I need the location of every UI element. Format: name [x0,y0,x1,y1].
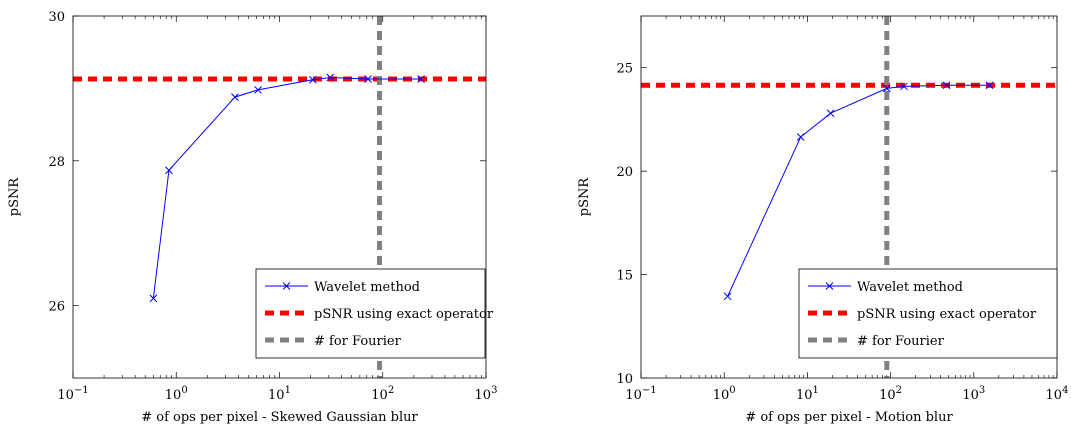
legend-label: pSNR using exact operator [857,307,1037,322]
legend-label: # for Fourier [857,334,945,349]
wavelet-marker-stroke [231,93,239,101]
y-tick-label: 10 [616,372,633,387]
x-tick-label: 100 [713,385,736,403]
wavelet-marker-stroke [417,75,425,83]
wavelet-marker-stroke [364,75,372,83]
x-tick-label: 101 [796,385,819,403]
wavelet-marker-stroke [796,133,805,141]
legend-marker [282,282,291,290]
x-axis-title: # of ops per pixel - Motion blur [745,410,953,425]
chart-panel-1: 10−1 100 101 102 103 26 28 30 # of ops per pixel… [7,10,497,425]
legend-label: # for Fourier [314,334,402,349]
wavelet-point [165,166,173,175]
y-tick-label: 20 [616,165,633,180]
wavelet-marker-stroke [942,81,951,90]
chart-panel-2: 10−1 100 101 102 103 104 10 15 20 25 # of ops per … [577,15,1069,425]
wavelet-point [417,75,425,83]
wavelet-point [826,109,835,118]
wavelet-point [942,81,951,90]
y-axis-title: pSNR [577,177,592,217]
x-tick-label: 104 [1046,385,1069,403]
legend-label: Wavelet method [857,280,963,295]
wavelet-point [308,75,317,84]
wavelet-marker-stroke [254,85,262,94]
x-tick-label: 103 [962,385,985,403]
wavelet-marker-stroke [149,294,158,303]
wavelet-marker-stroke [882,84,891,93]
x-tick-label: 101 [268,385,291,403]
x-tick-label: 102 [371,385,394,403]
y-tick-label: 30 [48,10,65,25]
legend-marker [825,282,834,290]
legend-label: Wavelet method [314,280,420,295]
y-tick-label: 26 [48,300,65,315]
wavelet-line [727,84,990,297]
legend-box [255,268,486,359]
plot-frame [72,15,487,379]
wavelet-marker-stroke [326,73,335,82]
x-tick-label: 102 [879,385,902,403]
y-tick-label: 25 [616,62,633,77]
wavelet-point [254,85,262,94]
x-tick-label: 100 [165,385,188,403]
x-tick-label: 10−1 [625,385,656,403]
wavelet-point [364,75,372,83]
wavelet-marker-stroke [826,109,835,118]
x-tick-label: 10−1 [57,385,88,403]
wavelet-line [152,77,422,299]
x-axis-title: # of ops per pixel - Skewed Gaussian blu… [141,410,418,425]
wavelet-point [326,73,335,82]
wavelet-point [882,84,891,93]
legend: Wavelet method pSNR using exact operator #… [255,268,494,359]
wavelet-point [231,93,239,101]
wavelet-point [149,294,158,303]
wavelet-point [723,292,732,301]
y-tick-label: 28 [48,155,65,170]
wavelet-marker-stroke [900,82,908,91]
y-tick-label: 15 [616,269,633,284]
wavelet-marker-stroke [308,75,317,84]
wavelet-point [796,133,805,141]
plot-frame [640,15,1058,379]
wavelet-point [985,81,994,90]
wavelet-marker-stroke [985,81,994,90]
x-tick-label: 103 [475,385,498,403]
legend: Wavelet method pSNR using exact operator #… [798,268,1058,359]
y-axis-title: pSNR [7,177,22,217]
legend-label: pSNR using exact operator [314,307,494,322]
wavelet-point [900,82,908,91]
wavelet-marker-stroke [165,166,173,175]
wavelet-marker-stroke [723,292,732,301]
